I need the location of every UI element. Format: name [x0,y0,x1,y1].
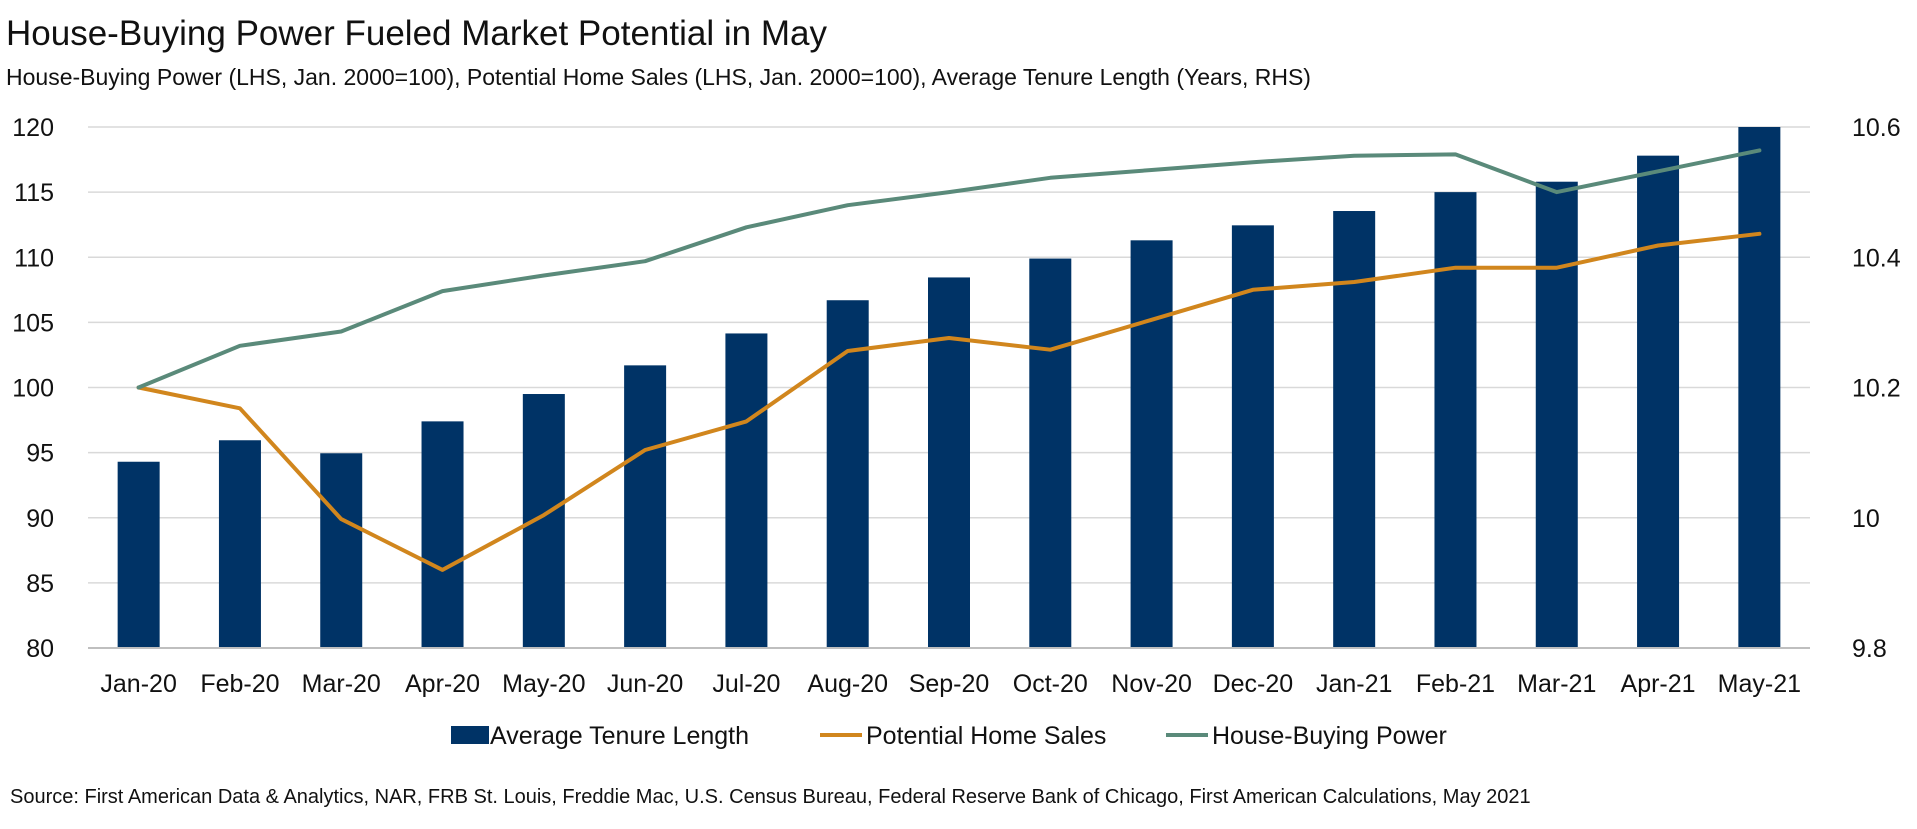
bar-average-tenure [1535,181,1578,648]
bar-average-tenure [928,277,970,648]
x-tick-label: Jan-21 [1316,670,1392,698]
y-right-tick-label: 9.8 [1852,635,1887,663]
x-tick-label: Oct-20 [1013,670,1088,698]
legend-label: Potential Home Sales [866,722,1106,750]
y-left-tick-label: 120 [12,114,54,142]
x-tick-label: Mar-21 [1517,670,1596,698]
y-right-tick-label: 10 [1852,505,1880,533]
bar-average-tenure [624,365,667,648]
x-tick-label: Nov-20 [1111,670,1192,698]
x-tick-label: Apr-21 [1621,670,1696,698]
x-tick-label: Dec-20 [1213,670,1294,698]
legend-label: House-Buying Power [1212,722,1447,750]
y-left-tick-label: 80 [26,635,54,663]
x-tick-label: May-20 [502,670,585,698]
bar-average-tenure [1130,240,1173,648]
y-right-tick-label: 10.4 [1852,244,1901,272]
bar-average-tenure [117,461,160,648]
x-tick-label: Mar-20 [302,670,381,698]
line-potential-home-sales [136,231,1762,572]
y-right-tick-label: 10.6 [1852,114,1901,142]
x-tick-label: Aug-20 [807,670,888,698]
bar-average-tenure [1434,192,1477,648]
legend-swatch-average-tenure [451,726,489,744]
bar-average-tenure [725,333,768,648]
x-tick-label: Feb-20 [200,670,279,698]
bar-average-tenure [218,440,261,648]
source-note: Source: First American Data & Analytics,… [10,786,1531,808]
bar-average-tenure [1029,258,1072,648]
x-tick-label: Feb-21 [1416,670,1495,698]
y-left-tick-label: 90 [26,505,54,533]
y-left-tick-label: 110 [14,244,54,272]
bar-average-tenure [826,300,869,648]
y-left-tick-label: 105 [12,309,54,337]
y-left-tick-label: 95 [26,440,54,468]
x-tick-label: Jan-20 [100,670,176,698]
x-tick-label: Apr-20 [405,670,480,698]
y-left-tick-label: 115 [14,179,54,207]
x-tick-label: Jun-20 [607,670,683,698]
bar-average-tenure [1637,155,1680,648]
chart-subtitle: House-Buying Power (LHS, Jan. 2000=100),… [6,64,1311,90]
bar-average-tenure [320,453,363,648]
line-house-buying-power [136,148,1762,390]
chart-title: House-Buying Power Fueled Market Potenti… [6,14,827,53]
bar-average-tenure [1738,127,1781,648]
x-tick-label: Jul-20 [712,670,780,698]
y-right-tick-label: 10.2 [1852,375,1901,403]
y-left-tick-label: 85 [26,570,54,598]
y-left-tick-label: 100 [12,375,54,403]
legend-label: Average Tenure Length [490,722,749,750]
bar-average-tenure [1333,211,1376,649]
x-tick-label: Sep-20 [909,670,990,698]
x-tick-label: May-21 [1718,670,1801,698]
bar-average-tenure [421,421,464,648]
